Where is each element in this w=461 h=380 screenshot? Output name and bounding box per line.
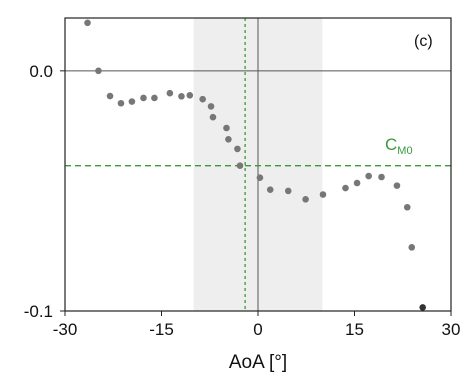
data-point [257, 174, 264, 181]
x-tick-label: 15 [345, 320, 364, 339]
x-tick-label: -15 [149, 320, 174, 339]
data-point [394, 182, 401, 189]
x-tick-label: 30 [442, 320, 461, 339]
data-point [365, 173, 372, 180]
data-point [354, 180, 361, 187]
data-point [237, 162, 244, 169]
data-point [199, 96, 206, 103]
data-point [302, 196, 309, 203]
data-point [342, 185, 349, 192]
data-point [378, 174, 385, 181]
data-point [225, 136, 232, 143]
data-point [151, 95, 158, 102]
x-axis-title: AoA [°] [229, 352, 287, 373]
data-point [95, 68, 102, 75]
data-point [84, 20, 91, 27]
data-point [187, 92, 194, 99]
y-tick-label: -0.1 [24, 302, 53, 321]
data-point [178, 93, 185, 100]
data-point [223, 125, 230, 132]
data-point [129, 98, 136, 105]
reference-line-label-sub: M0 [397, 145, 412, 157]
data-point [404, 204, 411, 211]
data-point [208, 103, 215, 110]
data-point [320, 191, 327, 198]
data-point [118, 100, 125, 107]
data-point [419, 304, 426, 311]
y-tick-label: 0.0 [29, 62, 53, 81]
data-point [140, 95, 147, 102]
data-point [267, 186, 274, 193]
data-point [234, 146, 241, 153]
x-tick-label: -30 [53, 320, 78, 339]
data-point [210, 114, 217, 121]
data-point [285, 188, 292, 195]
data-point [167, 90, 174, 97]
reference-line-label-main: C [385, 135, 397, 154]
x-tick-label: 0 [253, 320, 262, 339]
panel-label: (c) [414, 33, 433, 50]
data-point [408, 244, 415, 251]
data-point [107, 93, 114, 100]
